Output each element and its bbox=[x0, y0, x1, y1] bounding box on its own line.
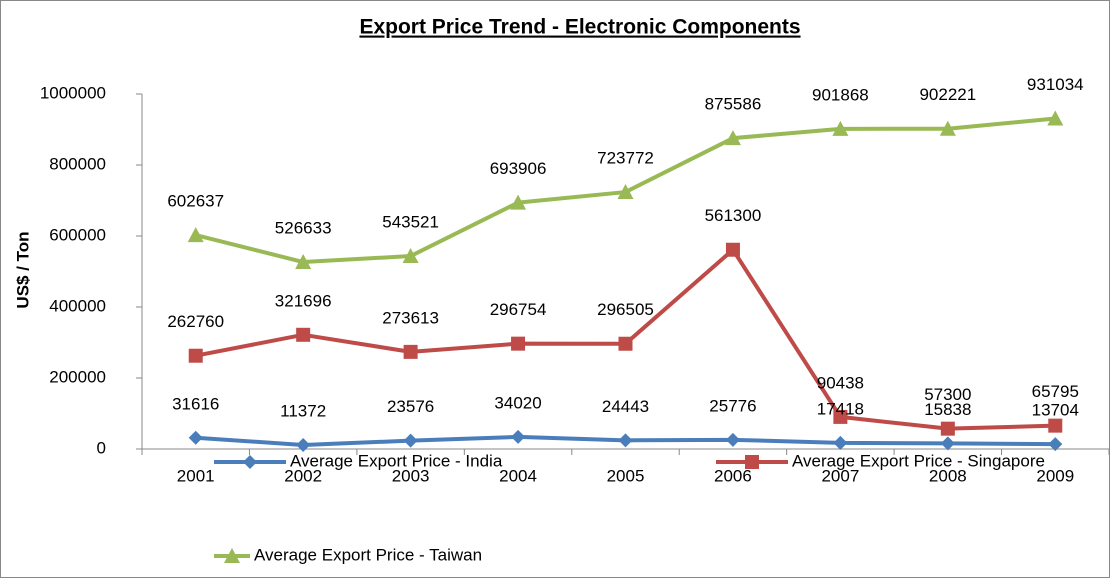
data-point bbox=[939, 120, 956, 136]
legend-label: Average Export Price - Singapore bbox=[792, 451, 1045, 470]
data-label: 296754 bbox=[490, 300, 547, 319]
data-point bbox=[940, 421, 955, 436]
data-label: 57300 bbox=[924, 385, 971, 404]
legend-label: Average Export Price - Taiwan bbox=[254, 545, 482, 564]
data-point bbox=[188, 348, 203, 363]
data-label: 65795 bbox=[1032, 382, 1079, 401]
legend-marker bbox=[745, 455, 759, 469]
data-point bbox=[618, 433, 633, 448]
data-point bbox=[1047, 110, 1064, 126]
data-point bbox=[725, 242, 740, 257]
data-label: 902221 bbox=[919, 85, 976, 104]
x-tick-label: 2005 bbox=[607, 466, 645, 485]
data-point bbox=[617, 184, 634, 200]
data-point bbox=[618, 336, 633, 351]
legend-marker bbox=[243, 455, 257, 469]
x-tick-label: 2006 bbox=[714, 466, 752, 485]
data-label: 273613 bbox=[382, 308, 439, 327]
data-label: 901868 bbox=[812, 85, 869, 104]
data-point bbox=[187, 227, 204, 243]
x-tick-label: 2003 bbox=[392, 466, 430, 485]
data-point bbox=[403, 433, 418, 448]
data-label: 17418 bbox=[817, 399, 864, 418]
x-tick-label: 2009 bbox=[1036, 466, 1074, 485]
data-label: 15838 bbox=[924, 400, 971, 419]
data-point bbox=[511, 429, 526, 444]
data-label: 11372 bbox=[280, 401, 326, 420]
data-label: 23576 bbox=[387, 397, 434, 416]
data-label: 543521 bbox=[382, 213, 439, 232]
data-label: 31616 bbox=[172, 394, 219, 413]
data-point bbox=[940, 436, 955, 451]
data-point bbox=[402, 248, 419, 264]
x-tick-label: 2001 bbox=[177, 466, 215, 485]
data-label: 90438 bbox=[817, 373, 864, 392]
data-label: 602637 bbox=[167, 192, 224, 211]
y-axis-title: US$ / Ton bbox=[13, 231, 32, 308]
data-label: 875586 bbox=[705, 95, 762, 114]
data-label: 296505 bbox=[597, 300, 654, 319]
y-tick-label: 200000 bbox=[49, 367, 106, 386]
x-tick-label: 2002 bbox=[284, 466, 322, 485]
data-point bbox=[724, 130, 741, 146]
data-point bbox=[833, 409, 848, 424]
data-point bbox=[833, 435, 848, 450]
y-tick-label: 1000000 bbox=[40, 83, 106, 102]
y-tick-label: 0 bbox=[97, 438, 106, 457]
y-tick-label: 800000 bbox=[49, 154, 106, 173]
data-point bbox=[295, 254, 312, 270]
data-label: 24443 bbox=[602, 397, 649, 416]
legend-marker bbox=[224, 548, 240, 563]
data-point bbox=[725, 432, 740, 447]
data-label: 321696 bbox=[275, 291, 332, 310]
data-point bbox=[403, 344, 418, 359]
legend-label: Average Export Price - India bbox=[290, 451, 503, 470]
chart-title: Export Price Trend - Electronic Componen… bbox=[359, 16, 800, 39]
data-point bbox=[511, 336, 526, 351]
y-tick-label: 400000 bbox=[49, 296, 106, 315]
data-point bbox=[296, 437, 311, 452]
data-point bbox=[510, 194, 527, 210]
data-point bbox=[188, 430, 203, 445]
y-tick-label: 600000 bbox=[49, 225, 106, 244]
data-label: 25776 bbox=[709, 396, 756, 415]
data-point bbox=[1048, 437, 1063, 452]
x-tick-label: 2004 bbox=[499, 466, 537, 485]
data-label: 526633 bbox=[275, 219, 332, 238]
x-tick-label: 2008 bbox=[929, 466, 967, 485]
data-point bbox=[1048, 418, 1063, 433]
data-point bbox=[296, 327, 311, 342]
data-label: 723772 bbox=[597, 149, 654, 168]
data-label: 561300 bbox=[705, 206, 762, 225]
data-label: 262760 bbox=[167, 312, 224, 331]
data-label: 34020 bbox=[494, 393, 541, 412]
data-point bbox=[832, 120, 849, 136]
x-tick-label: 2007 bbox=[821, 466, 859, 485]
data-label: 931034 bbox=[1027, 75, 1084, 94]
data-label: 13704 bbox=[1032, 401, 1079, 420]
data-label: 693906 bbox=[490, 159, 547, 178]
